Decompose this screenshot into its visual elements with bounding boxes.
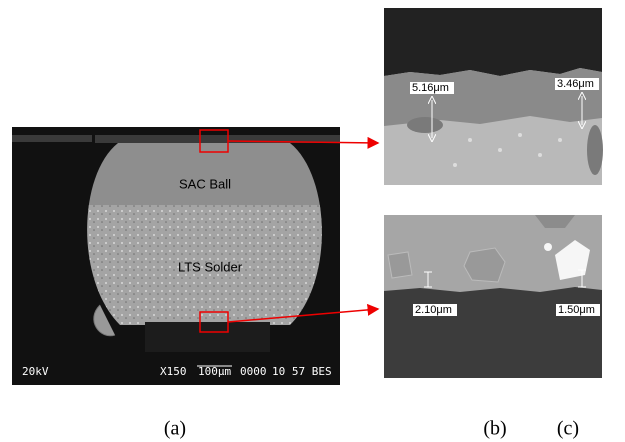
caption: (a) (164, 418, 186, 440)
caption: (c) (557, 418, 579, 440)
panel-a: SAC Ball LTS Solder 20kV X150 100μm 0000… (12, 127, 380, 385)
lts-label: LTS Solder (178, 259, 243, 274)
panel-b: 5.16μm 3.46μm (384, 8, 603, 185)
zoom-arrow (227, 303, 380, 323)
info-text: X150 (160, 365, 187, 378)
measurement-label: 5.16μm (412, 82, 449, 94)
info-text: 100μm (198, 365, 231, 378)
measurement-label: 3.46μm (557, 78, 594, 90)
caption: (b) (483, 418, 506, 440)
info-text: 20kV (22, 365, 49, 378)
info-text: 0000 (240, 365, 267, 378)
info-text: 10 57 BES (272, 365, 332, 378)
sac-label: SAC Ball (179, 176, 231, 191)
measurement-label: 1.50μm (558, 304, 595, 316)
measurement-label: 2.10μm (415, 304, 452, 316)
zoom-arrow (227, 136, 380, 149)
panel-c: 2.10μm 1.50μm (384, 215, 602, 378)
